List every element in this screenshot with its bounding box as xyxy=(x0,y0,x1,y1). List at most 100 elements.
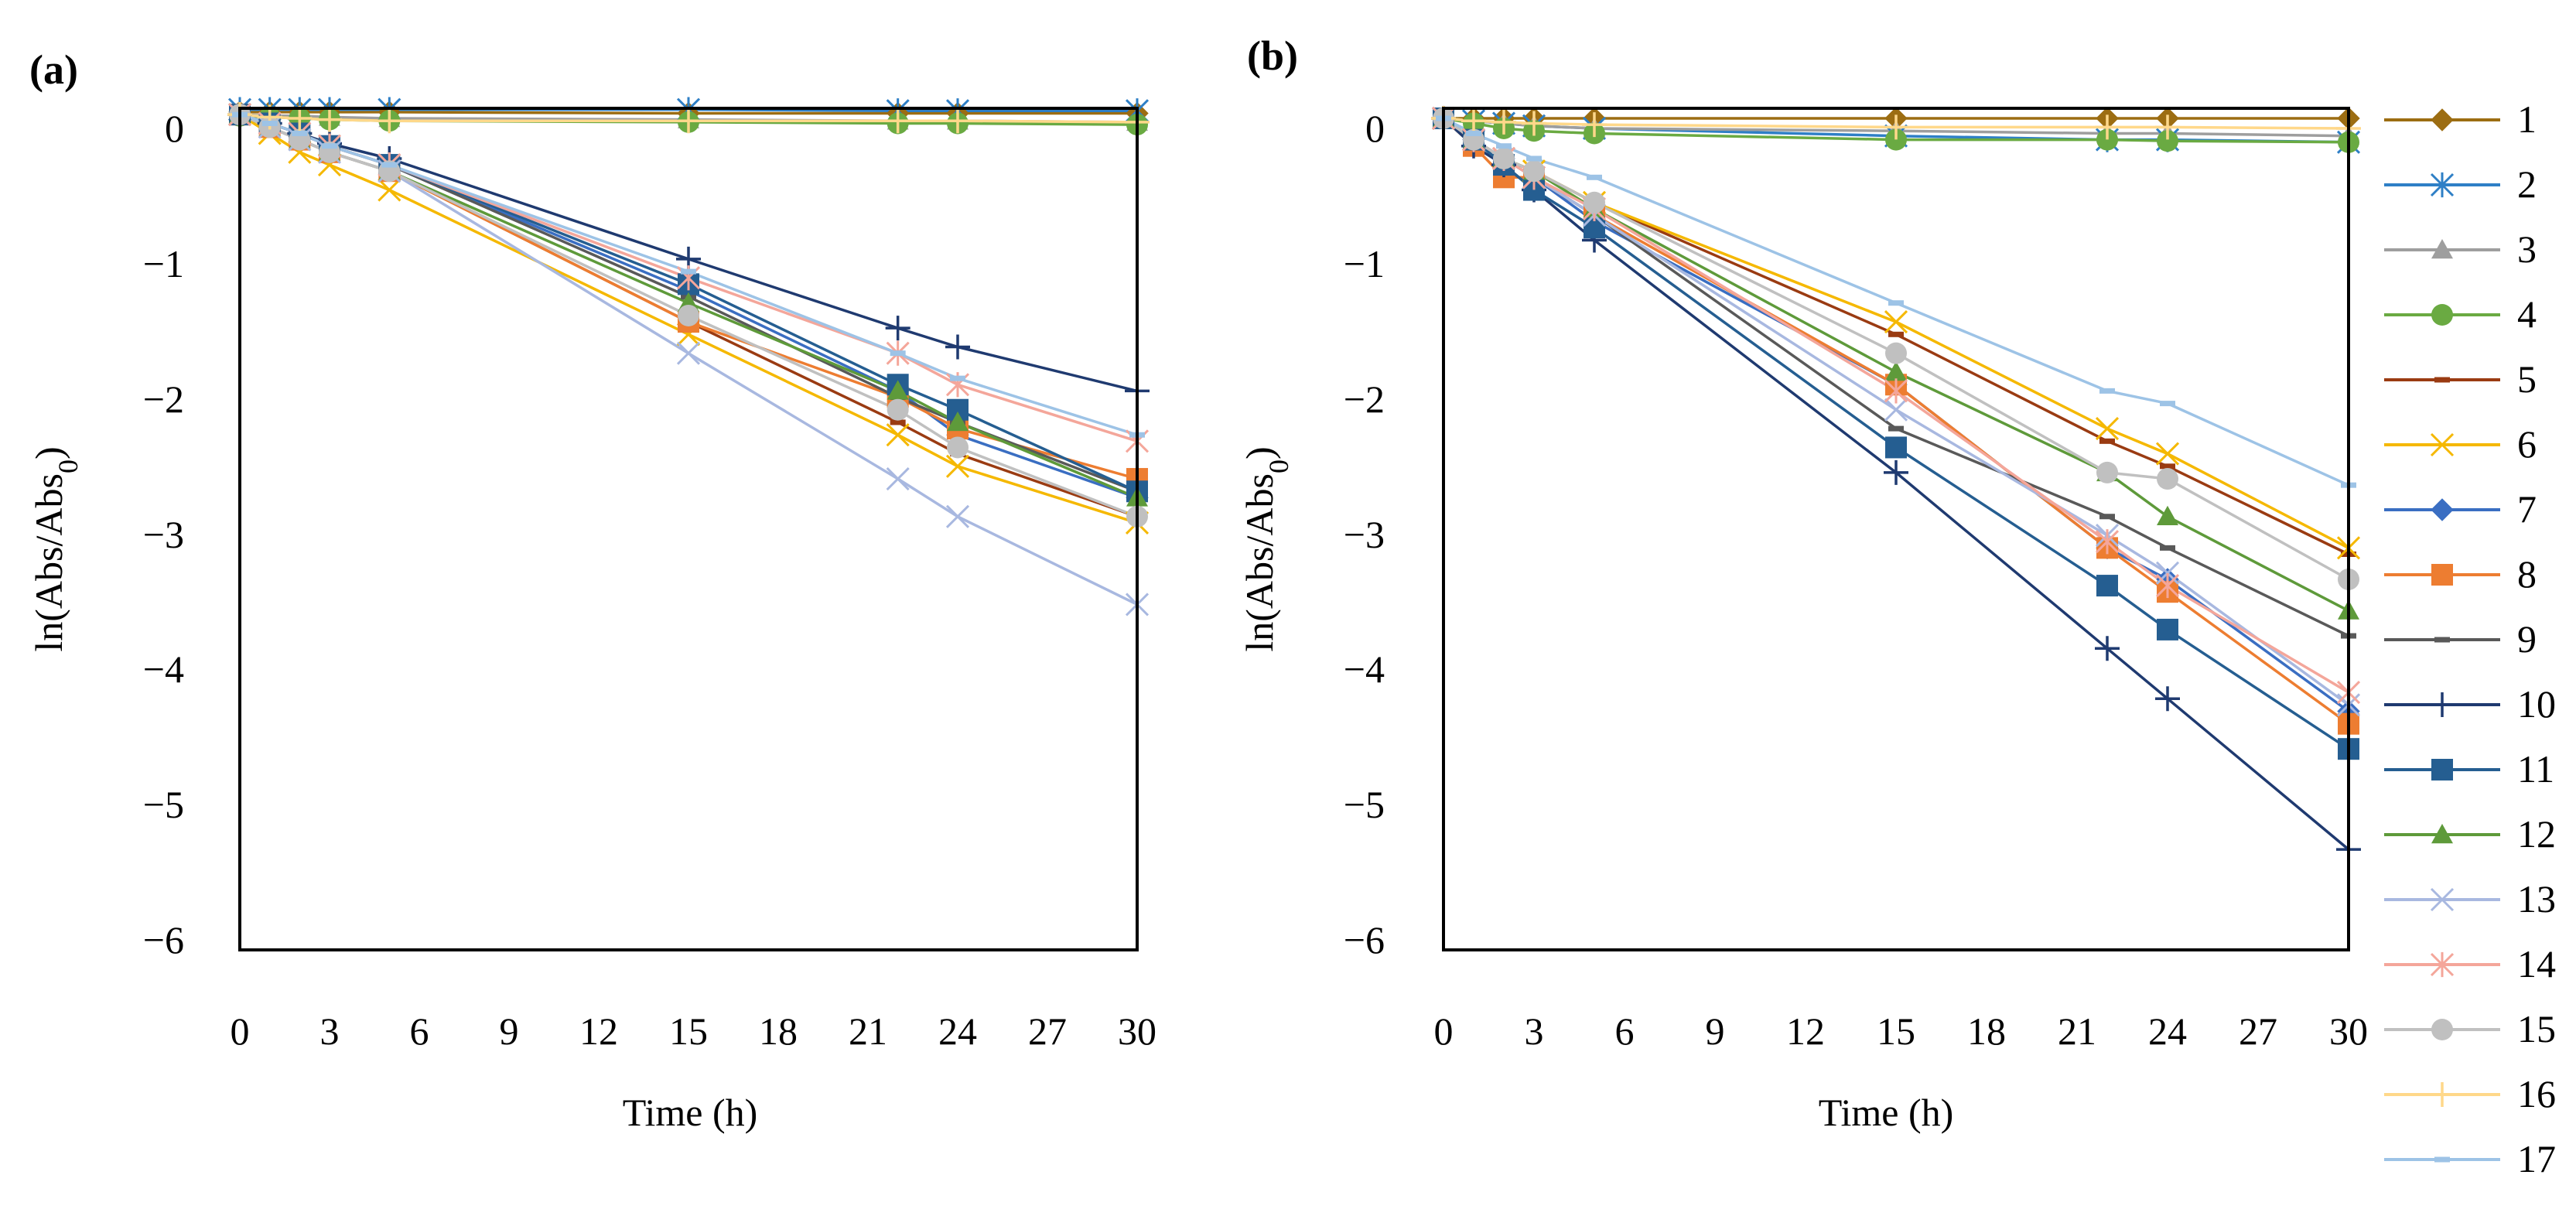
panel-b-y-axis-title-main: ln(Abs/Abs xyxy=(1238,473,1281,652)
panel-a-series-17-point xyxy=(950,375,965,381)
panel-a-y-axis-title-main: ln(Abs/Abs xyxy=(27,473,70,652)
panel-a-series-17-point xyxy=(322,143,337,149)
panel-b-series-14-point xyxy=(2095,529,2120,555)
panel-a-y-tick-label: −4 xyxy=(143,647,184,691)
panel-b-x-tick-label: 27 xyxy=(2239,1009,2277,1053)
panel-b-y-tick-labels: 0 −1 −2 −3 −4 −5 −6 xyxy=(1344,107,1385,962)
panel-a-series-16-point xyxy=(377,108,402,134)
legend-label: 17 xyxy=(2517,1137,2556,1180)
panel-b-series-11-point xyxy=(2157,618,2178,640)
panel-a-series-markers xyxy=(227,97,1150,617)
panel-b-series-10-point xyxy=(2095,636,2120,661)
panel-b-plot-area xyxy=(1431,105,2361,951)
legend-label: 13 xyxy=(2517,877,2556,921)
panel-b-series-12-point xyxy=(2157,505,2178,525)
panel-a-y-tick-label: −2 xyxy=(143,377,184,421)
legend: 1 2 3 4 5 6 7 8 9 10 11 12 13 14 15 16 1… xyxy=(2384,97,2556,1180)
panel-a-series-10-point xyxy=(945,334,970,360)
panel-b-series-15-point xyxy=(2157,468,2178,490)
panel-a-series-16-point xyxy=(287,105,313,131)
panel-a-series-17-point xyxy=(381,162,398,168)
panel-b-series-markers xyxy=(1431,105,2361,862)
panel-a-x-tick-label: 27 xyxy=(1028,1009,1067,1053)
panel-b-x-tick-label: 3 xyxy=(1525,1009,1544,1053)
panel-a-series-10-point xyxy=(885,316,910,341)
panel-a-series-16-point xyxy=(885,108,910,134)
legend-swatch-marker-8 xyxy=(2431,564,2453,586)
panel-b-y-tick-label: −2 xyxy=(1344,377,1385,421)
panel-a-y-tick-labels: 0 −1 −2 −3 −4 −5 −6 xyxy=(143,107,184,962)
panel-a-series-17-point xyxy=(261,120,278,126)
panel-b-plot-frame xyxy=(1442,107,2350,951)
panel-a-series-13-point xyxy=(945,504,970,528)
panel-b-y-tick-label: −6 xyxy=(1344,918,1385,962)
panel-a-y-axis-title-sub: 0 xyxy=(53,459,84,473)
panel-a-series-16-point xyxy=(945,108,970,134)
panel-b-series-16-point xyxy=(1582,112,1607,138)
panel-b: (b) ln(Abs/Abs0) Time (h) 0 −1 −2 −3 −4 … xyxy=(1238,32,2368,1134)
panel-a-series-17-point xyxy=(890,350,906,357)
panel-b-x-tick-label: 21 xyxy=(2058,1009,2096,1053)
panel-b-series-15-point xyxy=(1584,191,1605,213)
legend-swatch-marker-3 xyxy=(2431,239,2453,259)
panel-a-y-tick-label: −3 xyxy=(143,513,184,556)
legend-swatch-marker-15 xyxy=(2431,1019,2453,1040)
panel-a-x-tick-label: 12 xyxy=(579,1009,618,1053)
legend-label: 14 xyxy=(2517,942,2556,985)
panel-b-series-17-point xyxy=(2160,401,2175,407)
legend-label: 10 xyxy=(2517,682,2556,726)
legend-label: 16 xyxy=(2517,1072,2556,1115)
legend-label: 12 xyxy=(2517,812,2556,856)
legend-swatch-marker-16 xyxy=(2430,1082,2455,1107)
panel-b-series-16-point xyxy=(1461,108,1486,134)
panel-b-y-axis-title: ln(Abs/Abs0) xyxy=(1238,446,1294,651)
panel-b-series-11-point xyxy=(1885,436,1907,459)
panel-b-series-4-point xyxy=(1885,128,1907,151)
panel-a-series-16-point xyxy=(317,107,342,132)
panel-a-series-12-point xyxy=(947,411,969,432)
panel-b-series-15-point xyxy=(1493,147,1515,169)
panel-a-series-16-point xyxy=(676,108,701,134)
panel-b-series-17-point xyxy=(1526,155,1542,162)
panel-a-y-tick-label: −1 xyxy=(143,242,184,285)
panel-b-series-16-point xyxy=(1884,114,1908,140)
legend-swatch-marker-7 xyxy=(2431,498,2454,521)
panel-b-y-tick-label: −4 xyxy=(1344,647,1385,691)
panel-a-series-15-point xyxy=(678,304,699,326)
panel-a-series-6-point xyxy=(378,178,401,202)
panel-b-x-tick-label: 9 xyxy=(1706,1009,1725,1053)
legend-swatch-marker-1 xyxy=(2431,108,2454,132)
legend-label: 11 xyxy=(2517,747,2554,791)
legend-swatch-marker-10 xyxy=(2430,692,2455,717)
panel-a-series-6-point xyxy=(945,454,970,478)
panel-b-series-16-point xyxy=(1491,109,1516,135)
panel-b-series-15-point xyxy=(2096,461,2118,483)
panel-b-series-17-point xyxy=(1466,130,1481,136)
panel-b-series-5-point xyxy=(2160,463,2175,470)
panel-a-x-tick-label: 3 xyxy=(320,1009,340,1053)
panel-b-series-16-point xyxy=(2095,114,2120,140)
panel-b-series-11-point xyxy=(2096,575,2118,597)
panel-a-x-tick-label: 21 xyxy=(849,1009,887,1053)
panel-b-x-tick-label: 15 xyxy=(1877,1009,1915,1053)
panel-a-y-axis-title: ln(Abs/Abs0) xyxy=(27,446,84,651)
panel-a-series-15-point xyxy=(887,398,909,421)
panel-b-series-11-line xyxy=(1442,117,2349,750)
legend-swatch-marker-2 xyxy=(2430,172,2455,198)
panel-b-series-17-point xyxy=(1587,174,1602,180)
legend-label: 1 xyxy=(2517,97,2537,141)
legend-label: 8 xyxy=(2517,552,2537,596)
panel-b-series-6-point xyxy=(2155,442,2180,466)
panel-b-x-tick-label: 6 xyxy=(1615,1009,1635,1053)
panel-a-series-6-point xyxy=(886,423,910,447)
panel-b-x-tick-label: 30 xyxy=(2329,1009,2368,1053)
panel-b-y-axis-title-sub: 0 xyxy=(1263,459,1294,473)
panel-a-series-lines xyxy=(239,108,1138,606)
panel-a-series-5-point xyxy=(890,419,906,425)
panel-b-series-13-line xyxy=(1442,117,2350,706)
panel-a: (a) ln(Abs/Abs0) Time (h) 0 −1 −2 −3 −4 … xyxy=(27,46,1156,1134)
panel-b-series-12-point xyxy=(1885,361,1907,381)
panel-b-x-tick-labels: 0 3 6 9 12 15 18 21 24 27 30 xyxy=(1434,1009,2369,1053)
legend-label: 9 xyxy=(2517,617,2537,661)
legend-swatch-marker-4 xyxy=(2431,304,2453,326)
